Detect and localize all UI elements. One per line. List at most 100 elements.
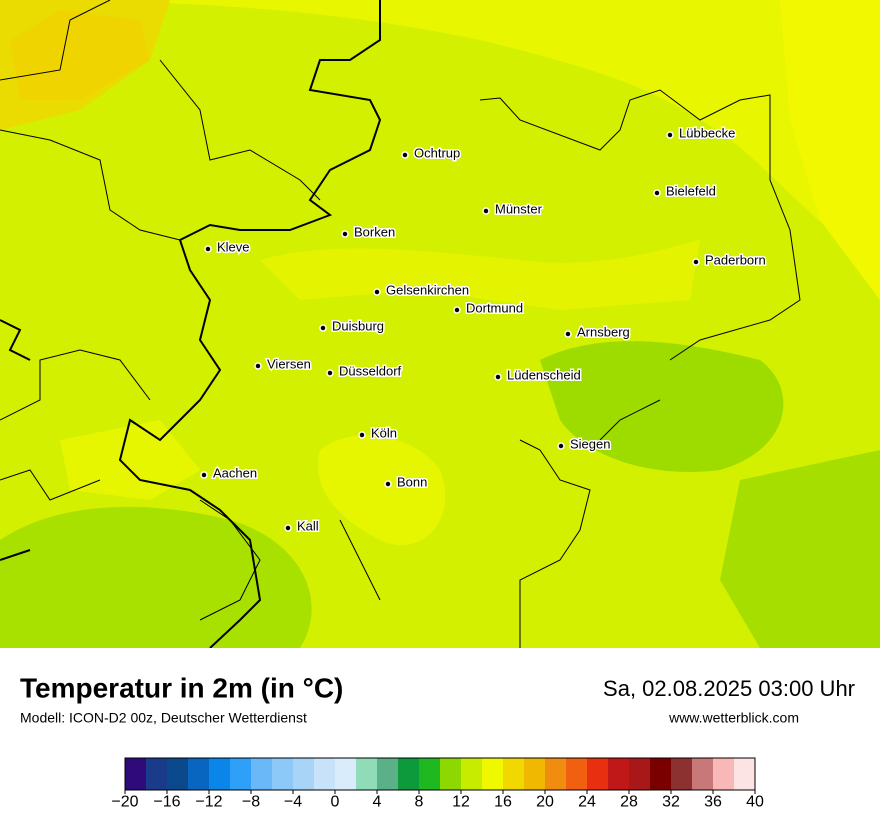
colorbar-segment	[671, 758, 693, 790]
colorbar-tick-label: −12	[195, 793, 222, 810]
city-dot	[384, 480, 392, 488]
city-dot	[319, 324, 327, 332]
city-label: Düsseldorf	[339, 363, 402, 378]
city-dot	[200, 471, 208, 479]
city-dot	[653, 189, 661, 197]
city: Siegen	[557, 435, 612, 453]
colorbar-segment	[356, 758, 378, 790]
city-dot	[401, 151, 409, 159]
city-dot	[284, 524, 292, 532]
colorbar-segment	[188, 758, 210, 790]
city: Kall	[284, 517, 320, 535]
city-dot	[692, 258, 700, 266]
city: Arnsberg	[564, 323, 631, 341]
city: Aachen	[200, 464, 259, 482]
city-label: Dortmund	[466, 300, 523, 315]
colorbar-tick-label: 4	[373, 793, 382, 810]
city-label: Kall	[297, 518, 319, 533]
colorbar-segment	[461, 758, 483, 790]
colorbar-segment	[692, 758, 714, 790]
city-label: Arnsberg	[577, 324, 630, 339]
colorbar-tick-label: 40	[746, 793, 764, 810]
map	[0, 0, 880, 649]
city: Bonn	[384, 473, 429, 491]
city-dot	[564, 330, 572, 338]
city-label: Münster	[495, 201, 543, 216]
city-dot	[373, 288, 381, 296]
colorbar-tick-label: 12	[452, 793, 470, 810]
colorbar-tick-label: 0	[331, 793, 340, 810]
city: Düsseldorf	[326, 362, 403, 380]
colorbar-segment	[566, 758, 588, 790]
colorbar-segment	[608, 758, 630, 790]
city: Paderborn	[692, 251, 767, 269]
cities: Lübbecke Ochtrup Bielefeld Münster Borken Kle…	[200, 124, 767, 535]
colorbar-tick-label: −16	[153, 793, 180, 810]
colorbar-segment	[587, 758, 609, 790]
city: Köln	[358, 424, 399, 442]
city: Duisburg	[319, 317, 386, 335]
colorbar-segment	[482, 758, 504, 790]
city-label: Lübbecke	[679, 125, 735, 140]
city: Viersen	[254, 355, 312, 373]
colorbar-tick-label: 32	[662, 793, 680, 810]
colorbar-segment	[272, 758, 294, 790]
colorbar-segment	[524, 758, 546, 790]
colorbar-tick-label: −20	[111, 793, 138, 810]
title: Temperatur in 2m (in °C)	[20, 672, 343, 703]
colorbar-tick-label: −8	[242, 793, 260, 810]
city-label: Duisburg	[332, 318, 384, 333]
city-dot	[341, 230, 349, 238]
colorbar-tick-label: 20	[536, 793, 554, 810]
city-dot	[666, 131, 674, 139]
datetime: Sa, 02.08.2025 03:00 Uhr	[603, 676, 855, 701]
colorbar-tick-label: 36	[704, 793, 722, 810]
colorbar-segment	[440, 758, 462, 790]
city: Bielefeld	[653, 182, 717, 200]
colorbar-segment	[545, 758, 567, 790]
city-dot	[482, 207, 490, 215]
colorbar-tick-label: 16	[494, 793, 512, 810]
city-dot	[326, 369, 334, 377]
city: Borken	[341, 223, 397, 241]
colorbar-tick-label: 8	[415, 793, 424, 810]
city-label: Gelsenkirchen	[386, 282, 469, 297]
city: Lüdenscheid	[494, 366, 582, 384]
colorbar-segment	[629, 758, 651, 790]
city: Kleve	[204, 238, 251, 256]
city-label: Bonn	[397, 474, 427, 489]
city-dot	[453, 306, 461, 314]
city-label: Kleve	[217, 239, 250, 254]
colorbar-segment	[125, 758, 147, 790]
colorbar-frame	[124, 757, 756, 791]
colorbar-tick-label: 28	[620, 793, 638, 810]
city-dot	[204, 245, 212, 253]
city-label: Viersen	[267, 356, 311, 371]
colorbar-segment	[734, 758, 756, 790]
colorbar-segment	[230, 758, 252, 790]
colorbar-segment	[650, 758, 672, 790]
colorbar-tick-label: 24	[578, 793, 596, 810]
city: Lübbecke	[666, 124, 737, 142]
city-label: Borken	[354, 224, 395, 239]
city-dot	[494, 373, 502, 381]
colorbar-segment	[167, 758, 189, 790]
colorbar-segment	[377, 758, 399, 790]
city-label: Köln	[371, 425, 397, 440]
colorbar-segment	[398, 758, 420, 790]
city-label: Siegen	[570, 436, 610, 451]
city-dot	[358, 431, 366, 439]
city: Gelsenkirchen	[373, 281, 471, 299]
city-dot	[557, 442, 565, 450]
url: www.wetterblick.com	[668, 710, 799, 726]
colorbar-segment	[146, 758, 168, 790]
colorbar-segment	[251, 758, 273, 790]
colorbar: −20 −16 −12 −8 −4 0 4 8 12 16 20 24 28 32 36 40	[111, 757, 764, 810]
colorbar-segment	[314, 758, 336, 790]
city: Ochtrup	[401, 144, 462, 162]
colorbar-segment	[503, 758, 525, 790]
city: Dortmund	[453, 299, 525, 317]
colorbar-segment	[419, 758, 441, 790]
city-label: Lüdenscheid	[507, 367, 581, 382]
